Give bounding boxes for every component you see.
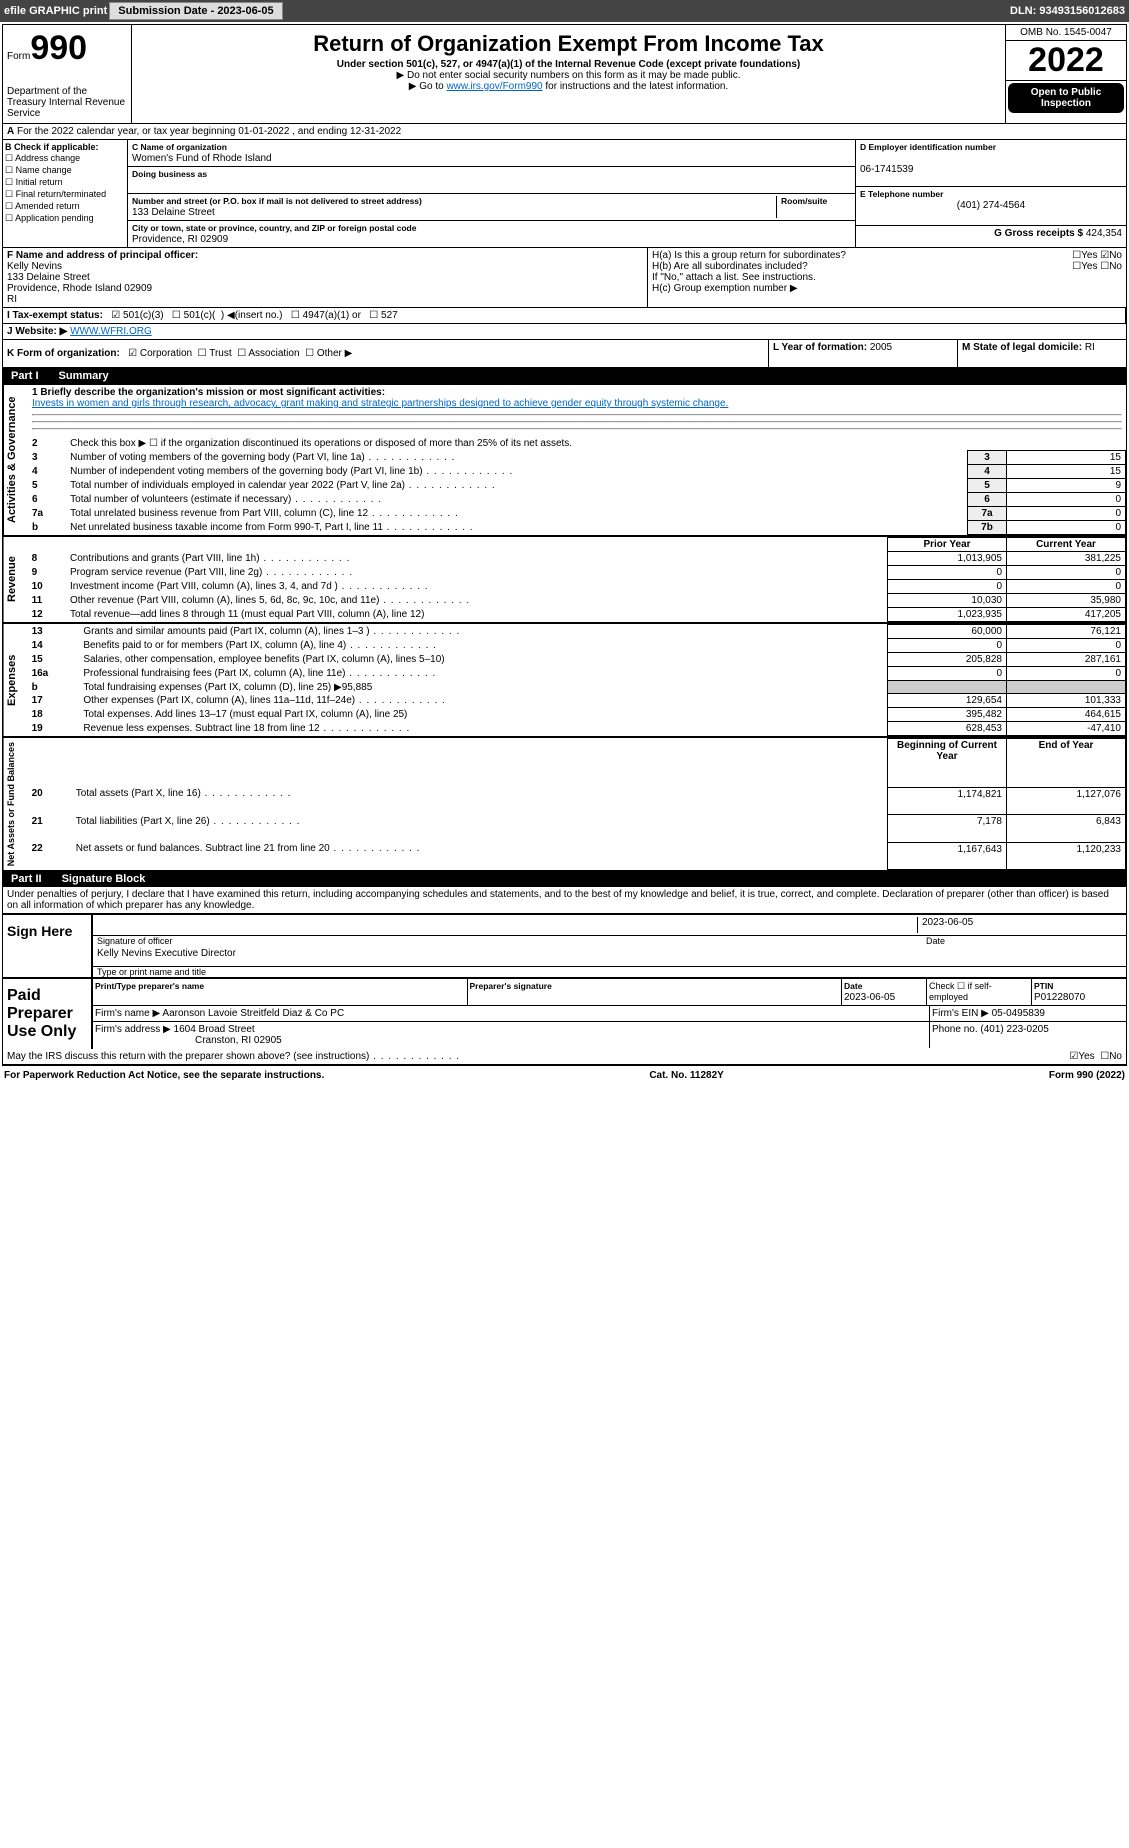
line-a: A For the 2022 calendar year, or tax yea… xyxy=(3,124,1126,140)
form-header: Form990 Department of the Treasury Inter… xyxy=(3,25,1126,124)
form-note1: ▶ Do not enter social security numbers o… xyxy=(136,70,1001,81)
mission-text[interactable]: Invests in women and girls through resea… xyxy=(32,398,728,409)
org-street: 133 Delaine Street xyxy=(132,207,215,218)
expenses-label: Expenses xyxy=(3,624,28,736)
tax-year: 2022 xyxy=(1006,41,1126,81)
org-name: Women's Fund of Rhode Island xyxy=(132,153,272,164)
paid-preparer-label: Paid Preparer Use Only xyxy=(3,979,91,1049)
dept-label: Department of the Treasury Internal Reve… xyxy=(7,86,127,119)
sign-here-label: Sign Here xyxy=(3,915,91,977)
form-title: Return of Organization Exempt From Incom… xyxy=(136,31,1001,57)
form-container: Form990 Department of the Treasury Inter… xyxy=(2,24,1127,1066)
part2-header: Part IISignature Block xyxy=(3,871,1126,887)
governance-label: Activities & Governance xyxy=(3,385,28,535)
footer: For Paperwork Reduction Act Notice, see … xyxy=(0,1068,1129,1083)
revenue-label: Revenue xyxy=(3,537,28,622)
netassets-label: Net Assets or Fund Balances xyxy=(3,738,28,870)
declaration-text: Under penalties of perjury, I declare th… xyxy=(3,887,1126,913)
org-city: Providence, RI 02909 xyxy=(132,234,228,245)
topbar: efile GRAPHIC print Submission Date - 20… xyxy=(0,0,1129,22)
box-b: B Check if applicable: ☐ Address change … xyxy=(3,140,128,247)
irs-link[interactable]: www.irs.gov/Form990 xyxy=(446,81,542,92)
omb-number: OMB No. 1545-0047 xyxy=(1006,25,1126,41)
telephone: (401) 274-4564 xyxy=(860,200,1122,211)
website-link[interactable]: WWW.WFRI.ORG xyxy=(70,326,152,337)
gross-receipts: 424,354 xyxy=(1086,228,1122,239)
efile-label: efile GRAPHIC print xyxy=(4,5,107,17)
form-prefix: Form xyxy=(7,51,30,62)
submission-date-button[interactable]: Submission Date - 2023-06-05 xyxy=(109,2,282,20)
public-inspection-badge: Open to Public Inspection xyxy=(1008,83,1124,113)
ein: 06-1741539 xyxy=(860,164,913,175)
dln-label: DLN: 93493156012683 xyxy=(1010,5,1125,17)
part1-header: Part ISummary xyxy=(3,368,1126,384)
form-note2: ▶ Go to www.irs.gov/Form990 for instruct… xyxy=(136,81,1001,92)
form-number: 990 xyxy=(30,29,87,67)
form-subtitle: Under section 501(c), 527, or 4947(a)(1)… xyxy=(136,59,1001,70)
